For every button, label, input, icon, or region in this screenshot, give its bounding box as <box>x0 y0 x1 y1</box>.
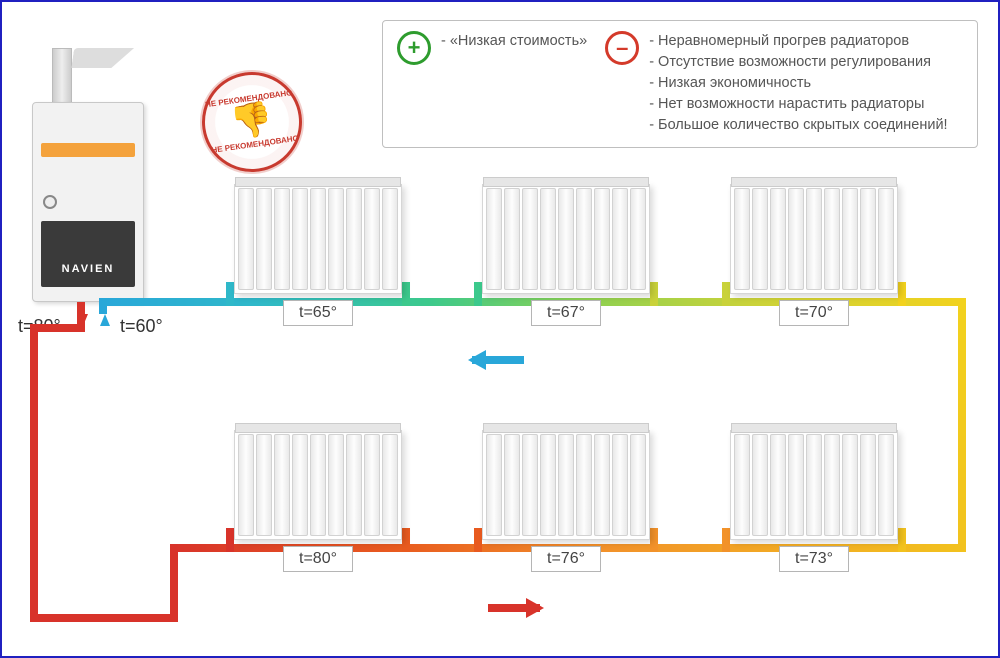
pros-cons-box: + «Низкая стоимость» – Неравномерный про… <box>382 20 978 148</box>
supply-pipe-bottom <box>30 614 178 622</box>
riser-bot-left-1 <box>474 528 482 552</box>
supply-flow-arrow-icon <box>472 598 540 618</box>
radiator-top-2 <box>730 184 898 294</box>
boiler-brand: NAVIEN <box>41 221 135 275</box>
riser-bot-right-1 <box>650 528 658 552</box>
return-temp-label: t=60° <box>120 316 163 337</box>
radiator-top-2-temp: t=70° <box>779 300 849 326</box>
riser-bot-right-2 <box>898 528 906 552</box>
radiator-top-1-temp: t=67° <box>531 300 601 326</box>
cons-item: Большое количество скрытых соединений! <box>649 115 947 136</box>
cons-item: Низкая экономичность <box>649 73 947 94</box>
boiler: NAVIEN <box>32 102 144 302</box>
flue-bend <box>70 48 134 78</box>
riser-bot-right-0 <box>402 528 410 552</box>
boiler-panel: NAVIEN <box>41 221 135 287</box>
riser-top-left-1 <box>474 282 482 306</box>
riser-bot-left-2 <box>722 528 730 552</box>
radiator-bottom-0 <box>234 430 402 540</box>
right-vertical-pipe <box>958 298 966 552</box>
return-flow-arrow-icon <box>472 350 540 370</box>
pros-column: + «Низкая стоимость» <box>397 31 587 137</box>
supply-left-drop <box>170 544 178 622</box>
radiator-bottom-0-temp: t=80° <box>283 546 353 572</box>
plus-icon: + <box>397 31 431 65</box>
pros-list: «Низкая стоимость» <box>441 31 587 52</box>
radiator-top-1 <box>482 184 650 294</box>
cons-item: Неравномерный прогрев радиаторов <box>649 31 947 52</box>
radiator-top-0 <box>234 184 402 294</box>
return-arrow-icon <box>100 314 110 326</box>
riser-bot-left-0 <box>226 528 234 552</box>
boiler-knob <box>43 195 57 209</box>
supply-boiler-vertical <box>30 324 38 622</box>
riser-top-right-1 <box>650 282 658 306</box>
riser-top-right-2 <box>898 282 906 306</box>
radiator-bottom-1-temp: t=76° <box>531 546 601 572</box>
boiler-accent <box>41 143 135 157</box>
cons-list: Неравномерный прогрев радиаторов Отсутст… <box>649 31 947 136</box>
riser-top-right-0 <box>402 282 410 306</box>
pros-item: «Низкая стоимость» <box>441 31 587 52</box>
cons-item: Отсутствие возможности регулирования <box>649 52 947 73</box>
not-recommended-stamp: НЕ РЕКОМЕНДОВАНО 👎 НЕ РЕКОМЕНДОВАНО <box>196 66 309 179</box>
riser-top-left-0 <box>226 282 234 306</box>
minus-icon: – <box>605 31 639 65</box>
supply-boiler-stub <box>77 302 85 332</box>
radiator-top-0-temp: t=65° <box>283 300 353 326</box>
stamp-inner: НЕ РЕКОМЕНДОВАНО 👎 НЕ РЕКОМЕНДОВАНО <box>205 89 300 156</box>
radiator-bottom-1 <box>482 430 650 540</box>
riser-top-left-2 <box>722 282 730 306</box>
radiator-bottom-2-temp: t=73° <box>779 546 849 572</box>
radiator-bottom-2 <box>730 430 898 540</box>
diagram-frame: { "legend": { "pros": ["«Низкая стоимост… <box>0 0 1000 658</box>
cons-item: Нет возможности нарастить радиаторы <box>649 94 947 115</box>
supply-boiler-h <box>30 324 84 332</box>
cons-column: – Неравномерный прогрев радиаторов Отсут… <box>605 31 947 137</box>
